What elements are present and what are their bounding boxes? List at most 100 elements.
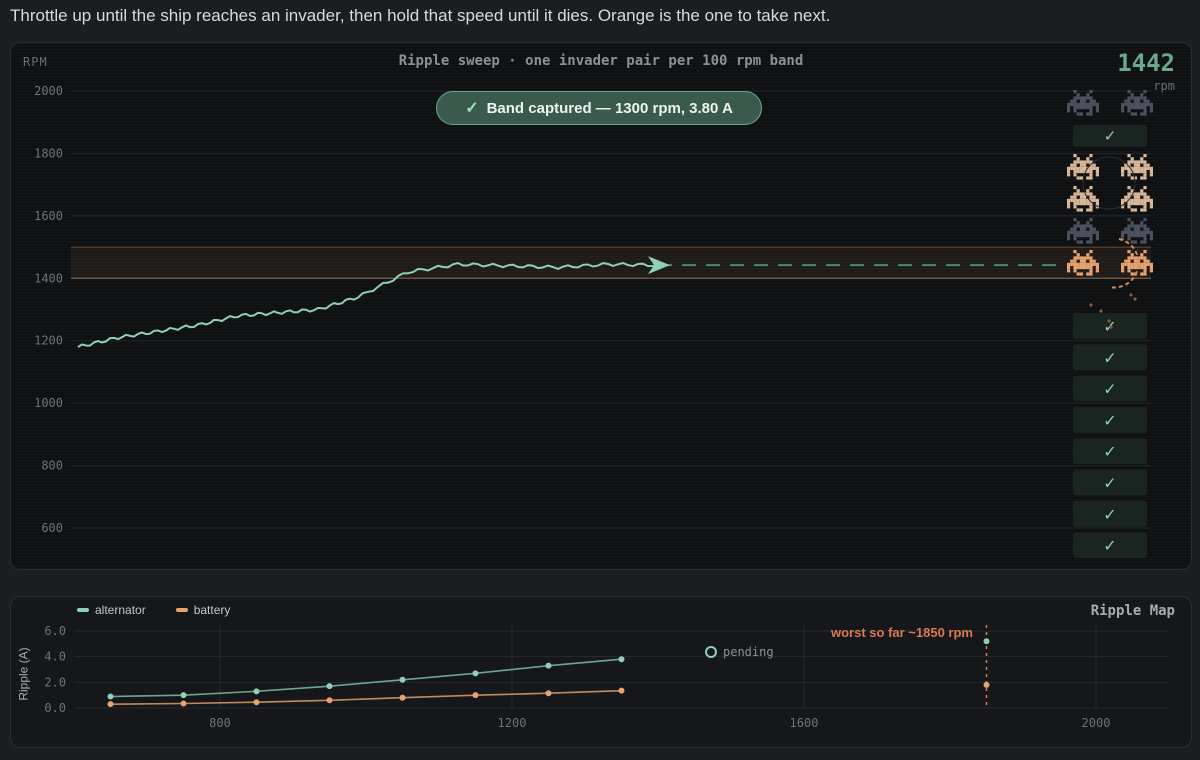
invader-pixel bbox=[1095, 106, 1099, 110]
invader-pixel bbox=[1130, 240, 1134, 244]
invader-pixel bbox=[1140, 93, 1144, 97]
invader-pixel bbox=[1143, 205, 1147, 209]
y-tick-label: 2.0 bbox=[44, 675, 66, 689]
debris-dot bbox=[1129, 293, 1133, 297]
invader-pixel bbox=[1067, 266, 1071, 270]
invader-pixel bbox=[1140, 198, 1144, 202]
invader-pixel bbox=[1076, 170, 1080, 174]
invader-pixel bbox=[1143, 218, 1147, 222]
invader-pixel bbox=[1089, 234, 1093, 238]
invader-pixel bbox=[1092, 262, 1096, 266]
pending-indicator: pending bbox=[705, 645, 774, 659]
invader-pixel bbox=[1076, 256, 1080, 260]
invader-pixel bbox=[1086, 224, 1090, 228]
x-tick-label: 2000 bbox=[1082, 716, 1111, 730]
invader-pixel bbox=[1079, 96, 1083, 100]
invader-pixel bbox=[1073, 259, 1077, 263]
invader-pixel bbox=[1140, 170, 1144, 174]
invader-pixel bbox=[1130, 96, 1134, 100]
invader-pixel bbox=[1073, 170, 1077, 174]
invader-pixel bbox=[1067, 230, 1071, 234]
check-icon: ✓ bbox=[465, 100, 479, 117]
invader-pixel bbox=[1143, 237, 1147, 241]
invader-pixel bbox=[1086, 102, 1090, 106]
invader-pixel bbox=[1076, 202, 1080, 206]
invader-pixel bbox=[1137, 227, 1141, 231]
data-point-alternator bbox=[107, 693, 114, 700]
invader-pixel bbox=[1130, 102, 1134, 106]
invader-pixel bbox=[1089, 205, 1093, 209]
legend-swatch bbox=[77, 608, 89, 612]
invader-pixel bbox=[1095, 262, 1099, 266]
invader-pixel bbox=[1095, 237, 1099, 241]
game-panel[interactable]: 200018001600140012001000800600✓✓✓✓✓✓✓✓✓ … bbox=[10, 42, 1192, 570]
y-tick-label: 1000 bbox=[34, 396, 63, 410]
invader-pixel bbox=[1073, 227, 1077, 231]
invader-pixel bbox=[1127, 173, 1131, 177]
game-canvas[interactable]: 2000 1800 1600 1400 1200 1000 800 600 ✓ ✓ ✓ ✓ ✓ ✓ ✓ ✓ ✓ bbox=[11, 43, 1191, 569]
invader-pixel bbox=[1137, 230, 1141, 234]
invader-pixel bbox=[1079, 170, 1083, 174]
invader-pixel bbox=[1083, 259, 1087, 263]
invader-pixel bbox=[1092, 99, 1096, 103]
y-tick-label: 600 bbox=[41, 521, 63, 535]
invader-pixel bbox=[1073, 198, 1077, 202]
invader-pixel bbox=[1083, 266, 1087, 270]
invader-pixel bbox=[1073, 160, 1077, 164]
invader-pixel bbox=[1124, 102, 1128, 106]
invader-pixel bbox=[1089, 96, 1093, 100]
ship-icon bbox=[648, 256, 670, 275]
invader-pixel bbox=[1086, 253, 1090, 257]
invader-pixel bbox=[1079, 240, 1083, 244]
worst-point-battery bbox=[983, 681, 990, 688]
invader-pixel bbox=[1083, 170, 1087, 174]
invader-pixel bbox=[1083, 160, 1087, 164]
invader-pixel bbox=[1092, 198, 1096, 202]
invader-pixel bbox=[1076, 198, 1080, 202]
invader-pixel bbox=[1079, 202, 1083, 206]
invader-pixel bbox=[1086, 208, 1090, 212]
check-icon: ✓ bbox=[1103, 505, 1116, 524]
invader-pixel bbox=[1086, 272, 1090, 276]
y-tick-label: 6.0 bbox=[44, 624, 66, 638]
invader-pixel bbox=[1149, 173, 1153, 177]
invader-pixel bbox=[1067, 173, 1071, 177]
invader-pixel bbox=[1137, 166, 1141, 170]
check-icon: ✓ bbox=[1103, 380, 1116, 399]
invader-pixel bbox=[1140, 240, 1144, 244]
invader-pixel bbox=[1127, 106, 1131, 110]
invader-pixel bbox=[1130, 256, 1134, 260]
invader-pixel bbox=[1086, 262, 1090, 266]
invader-pixel bbox=[1083, 166, 1087, 170]
rpm-readout: 1442 bbox=[1117, 49, 1175, 77]
invader-pixel bbox=[1143, 112, 1147, 116]
invader-pixel bbox=[1146, 227, 1150, 231]
invader-pixel bbox=[1073, 202, 1077, 206]
invader-pixel bbox=[1130, 234, 1134, 238]
invader-pixel bbox=[1073, 266, 1077, 270]
invader-pixel bbox=[1095, 269, 1099, 273]
invader-pixel bbox=[1127, 198, 1131, 202]
invader-pixel bbox=[1149, 170, 1153, 174]
invader-pixel bbox=[1073, 237, 1077, 241]
invader-pixel bbox=[1143, 90, 1147, 94]
invader-icon bbox=[1067, 250, 1099, 276]
invader-pixel bbox=[1095, 170, 1099, 174]
invader-pixel bbox=[1083, 256, 1087, 260]
invader-pixel bbox=[1073, 224, 1077, 228]
invader-pixel bbox=[1073, 262, 1077, 266]
invader-pixel bbox=[1143, 195, 1147, 199]
data-point-battery bbox=[618, 687, 625, 694]
invader-pixel bbox=[1083, 198, 1087, 202]
invader-pixel bbox=[1089, 208, 1093, 212]
invader-pixel bbox=[1089, 176, 1093, 180]
invader-pixel bbox=[1070, 102, 1074, 106]
invader-pixel bbox=[1121, 234, 1125, 238]
invader-pixel bbox=[1130, 176, 1134, 180]
invader-pixel bbox=[1073, 163, 1077, 167]
invader-pixel bbox=[1133, 166, 1137, 170]
debris-dot bbox=[1109, 325, 1113, 329]
data-point-alternator bbox=[472, 670, 479, 677]
invader-pixel bbox=[1076, 234, 1080, 238]
check-icon: ✓ bbox=[1103, 536, 1116, 555]
